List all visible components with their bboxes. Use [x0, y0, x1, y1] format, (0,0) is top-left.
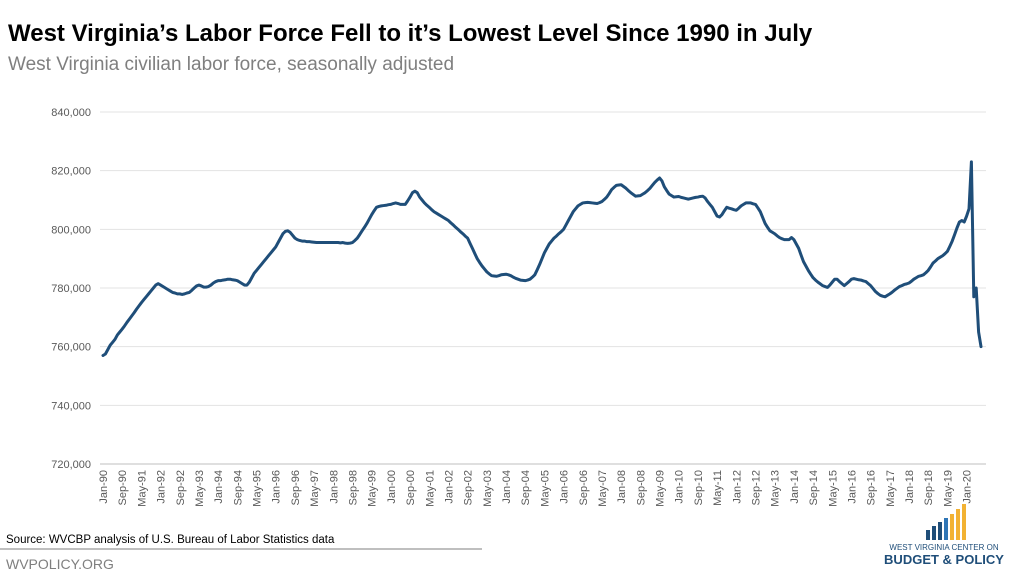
x-tick-label: May-13 — [770, 470, 782, 507]
x-tick-label: Sep-96 — [290, 470, 302, 505]
x-tick-label: May-05 — [539, 470, 551, 507]
x-tick-label: May-17 — [885, 470, 897, 507]
x-tick-label: Sep-18 — [923, 470, 935, 505]
chart-subtitle: West Virginia civilian labor force, seas… — [8, 54, 454, 75]
x-tick-label: Jan-18 — [904, 470, 916, 504]
y-tick-label: 760,000 — [51, 342, 91, 354]
y-tick-label: 820,000 — [51, 166, 91, 178]
x-tick-label: Jan-04 — [501, 470, 513, 504]
x-tick-label: May-19 — [942, 470, 954, 507]
logo-bar — [932, 526, 936, 540]
logo-bar — [944, 518, 948, 540]
x-tick-label: Sep-98 — [347, 470, 359, 505]
chart-title: West Virginia’s Labor Force Fell to it’s… — [8, 20, 813, 47]
x-tick-label: Jan-08 — [616, 470, 628, 504]
x-tick-label: Sep-08 — [635, 470, 647, 505]
x-tick-label: Sep-02 — [463, 470, 475, 505]
x-tick-label: Jan-00 — [386, 470, 398, 504]
x-tick-label: Sep-10 — [693, 470, 705, 505]
x-tick-label: Jan-14 — [789, 470, 801, 504]
x-tick-label: May-07 — [597, 470, 609, 507]
y-tick-label: 800,000 — [51, 224, 91, 236]
x-tick-label: Sep-06 — [578, 470, 590, 505]
logo-text: WEST VIRGINIA CENTER ON — [889, 543, 998, 552]
x-tick-label: Jan-92 — [156, 470, 168, 504]
x-tick-label: Sep-12 — [751, 470, 763, 505]
logo-bar — [938, 522, 942, 540]
logo-text: BUDGET & POLICY — [884, 552, 1004, 567]
x-tick-label: May-95 — [252, 470, 264, 507]
x-tick-label: Jan-96 — [271, 470, 283, 504]
x-tick-label: May-11 — [712, 470, 724, 506]
data-line — [101, 160, 983, 357]
x-tick-label: May-15 — [827, 470, 839, 507]
x-tick-label: Jan-98 — [328, 470, 340, 504]
x-tick-label: Sep-00 — [405, 470, 417, 505]
source-note: Source: WVCBP analysis of U.S. Bureau of… — [6, 534, 335, 546]
y-tick-label: 840,000 — [51, 107, 91, 119]
logo: WEST VIRGINIA CENTER ON BUDGET & POLICY — [884, 504, 1004, 567]
logo-bar — [950, 514, 954, 540]
x-tick-label: Sep-14 — [808, 470, 820, 505]
x-tick-label: May-03 — [482, 470, 494, 507]
x-tick-label: Jan-94 — [213, 470, 225, 504]
x-tick-label: Jan-16 — [846, 470, 858, 504]
logo-bar — [926, 530, 930, 540]
x-tick-label: Jan-10 — [674, 470, 686, 504]
website: WVPOLICY.ORG — [6, 556, 114, 572]
x-tick-label: May-91 — [136, 470, 148, 507]
logo-bar — [962, 504, 966, 540]
x-tick-label: May-09 — [655, 470, 667, 507]
x-tick-label: Sep-04 — [520, 470, 532, 505]
x-axis: Jan-90 Sep-90 May-91 Jan-92 Sep-92 May-93 Jan-… — [98, 470, 974, 507]
x-tick-label: Jan-90 — [98, 470, 110, 504]
plot-area — [101, 160, 983, 357]
x-tick-label: Sep-92 — [175, 470, 187, 505]
y-tick-label: 720,000 — [51, 459, 91, 471]
grid: 720,000 740,000 760,000 780,000 800,000 820,0… — [51, 107, 986, 471]
x-tick-label: Sep-16 — [866, 470, 878, 505]
x-tick-label: Sep-90 — [117, 470, 129, 505]
x-tick-label: Jan-06 — [559, 470, 571, 504]
x-tick-label: May-93 — [194, 470, 206, 507]
x-tick-label: Jan-20 — [962, 470, 974, 504]
y-tick-label: 780,000 — [51, 283, 91, 295]
y-tick-label: 740,000 — [51, 400, 91, 412]
x-tick-label: May-01 — [424, 470, 436, 507]
logo-bar — [956, 509, 960, 540]
x-tick-label: May-97 — [309, 470, 321, 507]
x-tick-label: Jan-02 — [443, 470, 455, 504]
x-tick-label: Jan-12 — [731, 470, 743, 504]
x-tick-label: May-99 — [367, 470, 379, 507]
x-tick-label: Sep-94 — [232, 470, 244, 505]
